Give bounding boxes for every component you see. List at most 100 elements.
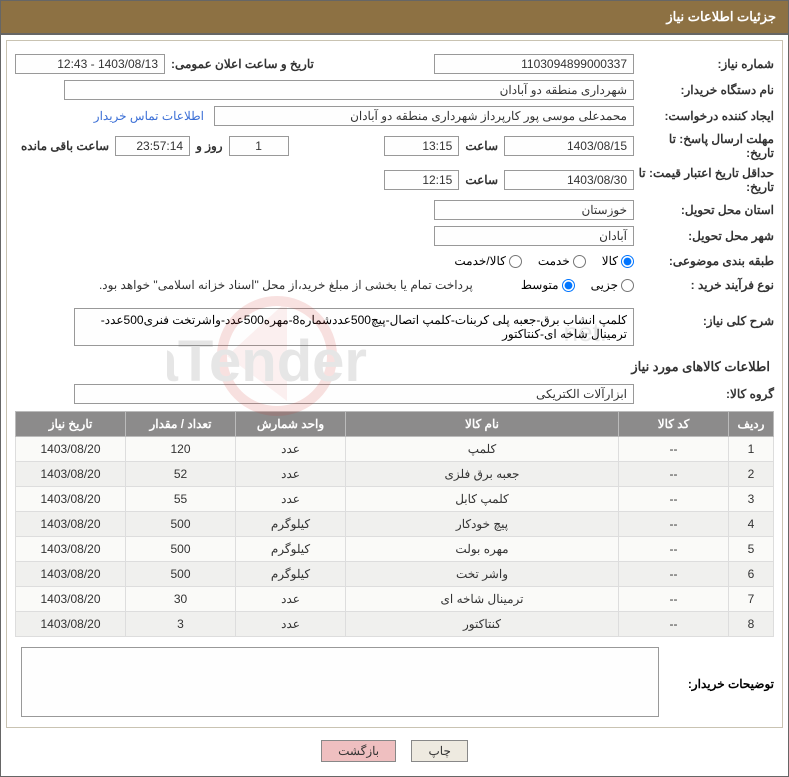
section-items-title: اطلاعات کالاهای مورد نیاز — [19, 359, 770, 375]
radio-label: کالا/خدمت — [454, 254, 505, 268]
print-button[interactable]: چاپ — [411, 740, 467, 762]
radio-option[interactable]: متوسط — [511, 278, 575, 292]
radio-label: کالا — [602, 254, 618, 268]
radio-option[interactable]: کالا — [592, 254, 634, 268]
table-header-cell: ردیف — [729, 412, 774, 437]
radio-option[interactable]: جزیی — [581, 278, 634, 292]
label-buyer-remarks: توضیحات خریدار: — [659, 647, 774, 691]
label-province: استان محل تحویل: — [634, 203, 774, 217]
table-header-row: ردیفکد کالانام کالاواحد شمارشتعداد / مقد… — [16, 412, 774, 437]
table-cell: 2 — [729, 462, 774, 487]
table-cell: 1 — [729, 437, 774, 462]
table-header-cell: کد کالا — [619, 412, 729, 437]
table-cell: عدد — [236, 437, 346, 462]
table-header-cell: تعداد / مقدار — [126, 412, 236, 437]
button-row: چاپ بازگشت — [6, 728, 783, 766]
radio-input[interactable] — [509, 255, 522, 268]
table-cell: کیلوگرم — [236, 562, 346, 587]
field-deadline-time: 13:15 — [384, 136, 459, 156]
table-cell: واشر تخت — [346, 562, 619, 587]
radio-label: جزیی — [591, 278, 618, 292]
table-cell: 8 — [729, 612, 774, 637]
field-requester: محمدعلی موسی پور کارپرداز شهرداری منطقه … — [214, 106, 634, 126]
label-remaining: ساعت باقی مانده — [15, 139, 115, 153]
label-need-summary: شرح کلی نیاز: — [634, 308, 774, 328]
radio-label: خدمت — [538, 254, 570, 268]
table-row: 7--ترمینال شاخه ایعدد301403/08/20 — [16, 587, 774, 612]
table-header-cell: واحد شمارش — [236, 412, 346, 437]
table-cell: 3 — [126, 612, 236, 637]
radio-option[interactable]: کالا/خدمت — [444, 254, 521, 268]
table-cell: کلمپ — [346, 437, 619, 462]
radio-input[interactable] — [562, 279, 575, 292]
table-row: 8--کنتاکتورعدد31403/08/20 — [16, 612, 774, 637]
field-need-summary: کلمپ انشاب برق-جعبه پلی کربنات-کلمپ اتصا… — [74, 308, 634, 346]
radio-input[interactable] — [621, 255, 634, 268]
table-cell: پیچ خودکار — [346, 512, 619, 537]
field-city: آبادان — [434, 226, 634, 246]
radio-input[interactable] — [621, 279, 634, 292]
label-buy-process: نوع فرآیند خرید : — [634, 278, 774, 292]
table-cell: -- — [619, 612, 729, 637]
field-remain-time: 23:57:14 — [115, 136, 190, 156]
table-cell: 1403/08/20 — [16, 562, 126, 587]
table-cell: 6 — [729, 562, 774, 587]
table-cell: -- — [619, 512, 729, 537]
table-cell: 500 — [126, 562, 236, 587]
panel-header: جزئیات اطلاعات نیاز — [0, 0, 789, 34]
table-cell: 1403/08/20 — [16, 437, 126, 462]
table-cell: 30 — [126, 587, 236, 612]
label-city: شهر محل تحویل: — [634, 229, 774, 243]
field-province: خوزستان — [434, 200, 634, 220]
panel-body: AriaTender .net شماره نیاز: 110309489900… — [0, 34, 789, 777]
label-need-no: شماره نیاز: — [634, 57, 774, 71]
table-cell: 1403/08/20 — [16, 462, 126, 487]
table-cell: 120 — [126, 437, 236, 462]
table-cell: کلمپ کابل — [346, 487, 619, 512]
items-table: ردیفکد کالانام کالاواحد شمارشتعداد / مقد… — [15, 411, 774, 637]
radio-group-process: جزیی متوسط — [511, 278, 634, 292]
table-cell: عدد — [236, 587, 346, 612]
table-header-cell: نام کالا — [346, 412, 619, 437]
field-buyer-remarks — [21, 647, 659, 717]
field-announce-dt: 1403/08/13 - 12:43 — [15, 54, 165, 74]
link-buyer-contact[interactable]: اطلاعات تماس خریدار — [94, 109, 214, 123]
table-cell: 1403/08/20 — [16, 487, 126, 512]
table-cell: -- — [619, 487, 729, 512]
table-cell: 1403/08/20 — [16, 537, 126, 562]
radio-group-subject: کالا خدمت کالا/خدمت — [444, 254, 634, 268]
table-cell: -- — [619, 587, 729, 612]
table-row: 4--پیچ خودکارکیلوگرم5001403/08/20 — [16, 512, 774, 537]
radio-label: متوسط — [521, 278, 559, 292]
table-cell: کنتاکتور — [346, 612, 619, 637]
radio-option[interactable]: خدمت — [528, 254, 586, 268]
table-row: 5--مهره بولتکیلوگرم5001403/08/20 — [16, 537, 774, 562]
table-cell: 55 — [126, 487, 236, 512]
table-row: 1--کلمپعدد1201403/08/20 — [16, 437, 774, 462]
label-requester: ایجاد کننده درخواست: — [634, 109, 774, 123]
table-cell: 1403/08/20 — [16, 512, 126, 537]
table-cell: -- — [619, 462, 729, 487]
label-validity: حداقل تاریخ اعتبار قیمت: تا تاریخ: — [634, 166, 774, 194]
table-row: 3--کلمپ کابلعدد551403/08/20 — [16, 487, 774, 512]
back-button[interactable]: بازگشت — [321, 740, 396, 762]
table-cell: 1403/08/20 — [16, 587, 126, 612]
field-remain-days: 1 — [229, 136, 289, 156]
table-cell: 500 — [126, 512, 236, 537]
table-cell: ترمینال شاخه ای — [346, 587, 619, 612]
field-validity-date: 1403/08/30 — [504, 170, 634, 190]
table-row: 6--واشر تختکیلوگرم5001403/08/20 — [16, 562, 774, 587]
table-cell: 5 — [729, 537, 774, 562]
table-cell: جعبه برق فلزی — [346, 462, 619, 487]
label-subject-cat: طبقه بندی موضوعی: — [634, 254, 774, 268]
table-cell: -- — [619, 437, 729, 462]
table-cell: 7 — [729, 587, 774, 612]
table-cell: 1403/08/20 — [16, 612, 126, 637]
field-validity-time: 12:15 — [384, 170, 459, 190]
table-cell: 4 — [729, 512, 774, 537]
table-cell: -- — [619, 537, 729, 562]
table-cell: کیلوگرم — [236, 512, 346, 537]
label-goods-group: گروه کالا: — [634, 387, 774, 401]
radio-input[interactable] — [573, 255, 586, 268]
table-cell: کیلوگرم — [236, 537, 346, 562]
